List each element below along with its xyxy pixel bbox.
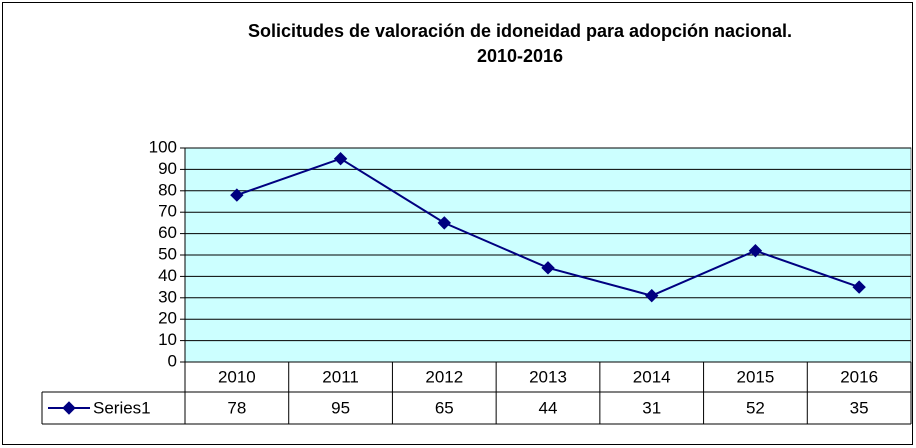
y-tick-label: 100 <box>149 137 177 156</box>
table-value: 52 <box>746 398 765 417</box>
marker <box>437 216 451 230</box>
table-value: 95 <box>331 398 350 417</box>
y-tick-label: 20 <box>158 309 177 328</box>
marker <box>852 280 866 294</box>
marker <box>333 151 348 166</box>
y-tick-label: 50 <box>158 244 177 263</box>
chart-title: 2010-2016 <box>477 46 563 66</box>
marker <box>541 261 555 275</box>
y-tick-label: 60 <box>158 223 177 242</box>
marker <box>230 188 244 202</box>
table-value: 44 <box>539 398 558 417</box>
table-value: 65 <box>435 398 454 417</box>
x-tick-label: 2011 <box>322 367 359 386</box>
marker <box>748 244 763 258</box>
y-tick-label: 0 <box>168 351 177 370</box>
y-tick-label: 80 <box>158 180 177 199</box>
marker <box>645 288 659 303</box>
x-tick-label: 2012 <box>425 367 463 386</box>
x-tick-label: 2014 <box>633 367 671 386</box>
legend-marker <box>62 401 76 415</box>
legend-label: Series1 <box>93 398 151 417</box>
y-tick-label: 90 <box>158 159 177 178</box>
table-value: 31 <box>642 398 661 417</box>
x-tick-label: 2016 <box>840 367 878 386</box>
chart-title: Solicitudes de valoración de idoneidad p… <box>248 21 792 41</box>
y-tick-label: 40 <box>158 266 177 285</box>
y-tick-label: 30 <box>158 287 177 306</box>
x-tick-label: 2013 <box>529 367 567 386</box>
x-tick-label: 2015 <box>737 367 775 386</box>
y-tick-label: 70 <box>158 202 177 221</box>
y-tick-label: 10 <box>158 330 177 349</box>
x-tick-label: 2010 <box>218 367 256 386</box>
table-value: 35 <box>850 398 869 417</box>
table-value: 78 <box>227 398 246 417</box>
